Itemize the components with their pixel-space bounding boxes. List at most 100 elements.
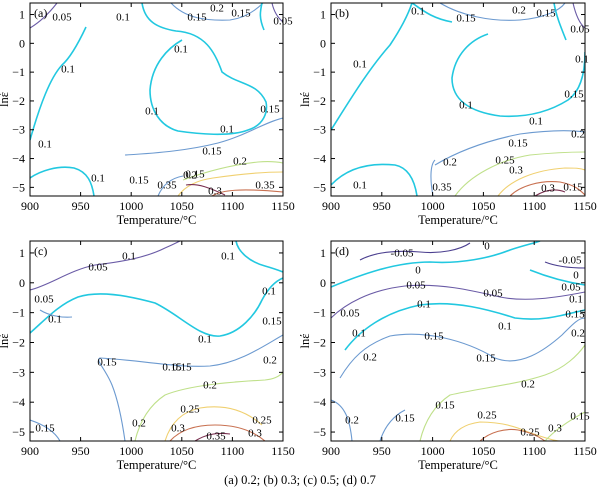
- x-tick-label: 1150: [573, 444, 597, 458]
- x-tick-label: 900: [322, 444, 340, 458]
- contour-label: 0.1: [221, 251, 235, 263]
- y-tick-label: −1: [12, 65, 25, 79]
- x-tick-label: 1050: [471, 199, 495, 213]
- y-tick-label: 1: [19, 246, 25, 260]
- y-tick-label: −5: [12, 425, 25, 439]
- contour-label: 0.05: [88, 262, 108, 274]
- x-axis-label: Temperature/°C: [117, 213, 197, 227]
- contour-line: [30, 277, 283, 337]
- y-tick-label: −3: [12, 123, 25, 137]
- x-tick-label: 1000: [421, 199, 445, 213]
- y-tick-label: −4: [12, 395, 25, 409]
- contour-label: 0.15: [260, 104, 280, 116]
- contour-label: 0.2: [183, 170, 197, 182]
- contour-line: [509, 181, 585, 196]
- contour-label: 0.2: [363, 352, 377, 364]
- x-axis-label: Temperature/°C: [418, 458, 498, 472]
- contour-line: [331, 399, 353, 441]
- contour-label: 0.15: [231, 8, 251, 20]
- contour-line: [411, 3, 453, 23]
- contour-label: 0.3: [171, 423, 185, 435]
- y-axis-label: lnέ: [0, 92, 11, 107]
- contour-label: 0.3: [548, 423, 562, 435]
- contour-label: 0.3: [208, 186, 222, 198]
- contour-label: 0.2: [203, 380, 217, 392]
- contour-line: [553, 3, 567, 41]
- contour-label: 0.1: [220, 124, 234, 136]
- y-tick-label: −2: [313, 94, 326, 108]
- contour-label: 0.05: [570, 24, 590, 36]
- contour-label: 0.05: [273, 16, 293, 28]
- plot-frame: [330, 2, 586, 197]
- contour-label: 0.15: [185, 169, 205, 181]
- y-tick-label: 0: [19, 36, 25, 50]
- y-tick-label: −4: [12, 152, 25, 166]
- contour-label: 0.1: [353, 59, 367, 71]
- contour-label: 0.05: [340, 308, 360, 320]
- contour-line: [479, 428, 546, 441]
- contour-line: [534, 189, 566, 196]
- contour-label: 0.2: [571, 328, 585, 340]
- contour-label: 0.2: [443, 157, 457, 169]
- contour-label: 0.1: [353, 180, 367, 192]
- x-tick-label: 950: [72, 444, 90, 458]
- contour-line: [194, 432, 231, 441]
- x-tick-label: 1150: [271, 199, 295, 213]
- y-tick-label: −1: [12, 306, 25, 320]
- contour-line: [185, 184, 226, 196]
- contour-line: [157, 175, 184, 196]
- y-tick-label: 1: [320, 8, 326, 22]
- x-tick-label: 1050: [170, 199, 194, 213]
- contour-line: [331, 163, 418, 196]
- x-tick-label: 1100: [221, 444, 245, 458]
- y-axis-label: lnέ: [298, 334, 312, 349]
- contour-label: 0: [415, 265, 421, 277]
- contour-line: [177, 171, 283, 196]
- contour-label: 0.15: [129, 175, 149, 187]
- contour-line: [30, 26, 87, 141]
- y-tick-label: −4: [313, 152, 326, 166]
- y-tick-label: −1: [313, 306, 326, 320]
- x-axis-label: Temperature/°C: [418, 213, 498, 227]
- contour-label: 0.25: [180, 404, 200, 416]
- contour-label: 0.2: [521, 379, 535, 391]
- y-tick-label: −1: [313, 65, 326, 79]
- contour-line: [211, 189, 283, 196]
- y-axis-label: lnέ: [0, 334, 11, 349]
- x-tick-label: 900: [322, 199, 340, 213]
- y-tick-label: −5: [12, 180, 25, 194]
- contour-label: 0: [573, 270, 579, 282]
- y-tick-label: −5: [313, 180, 326, 194]
- contour-label: 0.2: [345, 415, 359, 427]
- x-tick-label: 1000: [119, 444, 143, 458]
- contour-line: [331, 241, 541, 288]
- contour-line: [30, 166, 95, 196]
- plot-frame: [29, 240, 284, 442]
- contour-label: 0.1: [116, 12, 130, 24]
- contour-line: [544, 411, 585, 441]
- contour-line: [134, 371, 283, 441]
- contour-label: 0.35: [255, 180, 275, 192]
- contour-label: 0.05: [34, 294, 54, 306]
- contour-label: 0.25: [477, 410, 497, 422]
- plot-frame: [29, 2, 284, 197]
- contour-label: 0.35: [157, 180, 177, 192]
- contour-line: [141, 3, 268, 136]
- y-tick-label: 0: [320, 36, 326, 50]
- x-tick-label: 1150: [573, 199, 597, 213]
- contour-label: 0.2: [512, 5, 526, 17]
- contour-label: 0.05: [52, 12, 72, 24]
- y-tick-label: −5: [313, 425, 326, 439]
- contour-label: 0.15: [456, 13, 476, 25]
- contour-label: 0: [484, 241, 490, 253]
- contour-label: 0.15: [564, 89, 584, 101]
- contour-label: 0.15: [435, 400, 455, 412]
- y-tick-label: −3: [12, 365, 25, 379]
- contour-label: 0.1: [262, 286, 276, 298]
- contour-line: [339, 317, 585, 379]
- contour-line: [271, 3, 283, 23]
- contour-line: [359, 242, 471, 261]
- contour-label: 0.2: [210, 3, 224, 15]
- panel-label: (b): [335, 6, 349, 20]
- panel-a: 0.05 0.1 0.150.2 0.150.050.10.10.1 0.150.10.…: [0, 2, 295, 227]
